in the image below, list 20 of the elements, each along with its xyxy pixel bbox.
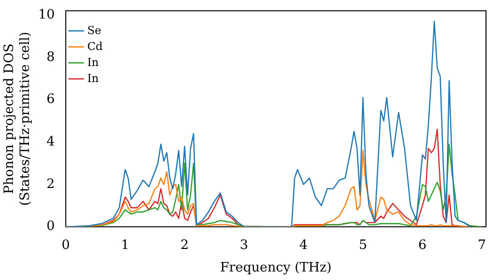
x-tick-label: 3 — [240, 238, 248, 253]
y-tick-label: 6 — [46, 92, 55, 108]
x-tick-label: 4 — [299, 238, 308, 253]
x-tick-label: 0 — [62, 238, 70, 253]
y-tick-label: 10 — [38, 7, 55, 22]
legend-label: Cd — [87, 40, 103, 53]
y-tick-label: 8 — [46, 50, 55, 65]
y-tick-label: 4 — [46, 134, 55, 150]
x-tick-label: 7 — [478, 238, 486, 253]
x-tick-label: 5 — [358, 238, 368, 253]
x-tick-label: 2 — [180, 238, 189, 253]
legend-label: In — [87, 56, 99, 69]
x-axis-title: Frequency (THz) — [220, 260, 332, 276]
y-tick-label: 2 — [46, 176, 55, 192]
x-tick-label: 6 — [418, 238, 427, 253]
legend-label: In — [87, 72, 99, 85]
x-tick-label: 1 — [121, 238, 130, 253]
y-axis-title: Phonon projected DOS (States/THz·primitive cell) — [2, 32, 33, 206]
y-tick-label: 0 — [46, 219, 55, 234]
legend-label: Se — [87, 24, 102, 37]
